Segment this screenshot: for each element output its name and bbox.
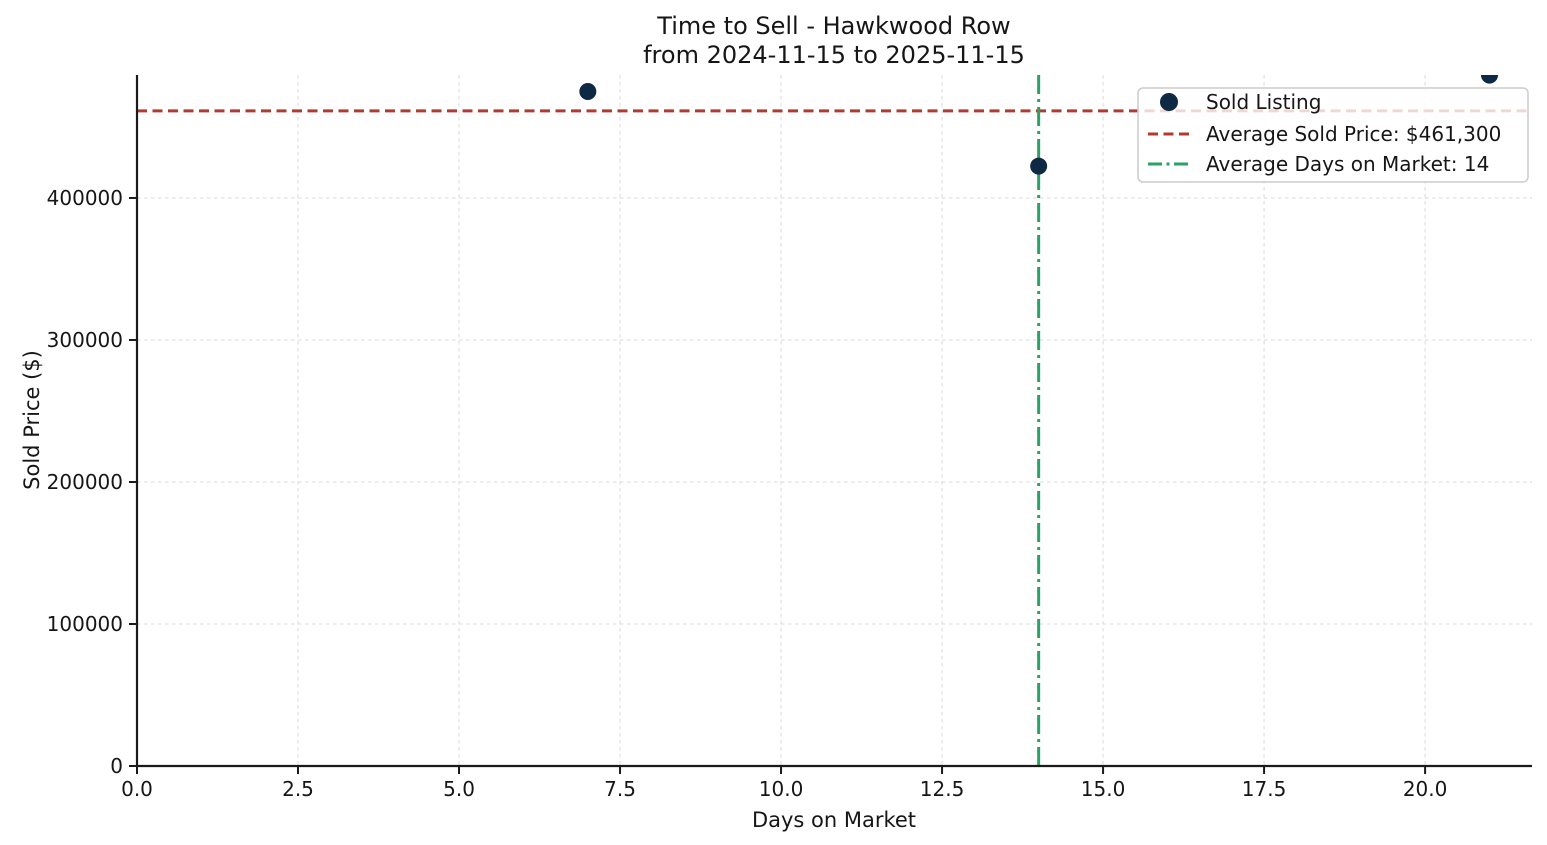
x-tick-label: 0.0 <box>121 777 153 801</box>
x-tick-label: 17.5 <box>1242 777 1287 801</box>
y-axis-label: Sold Price ($) <box>20 350 44 490</box>
x-tick-label: 15.0 <box>1081 777 1126 801</box>
scatter-points <box>579 75 1498 175</box>
scatter-point <box>1030 157 1048 175</box>
scatter-point <box>579 82 597 100</box>
scatter-point <box>1480 75 1498 84</box>
legend-label-avg-days-on-market: Average Days on Market: 14 <box>1206 152 1489 176</box>
y-tick-label: 200000 <box>47 470 123 494</box>
chart-title-line2: from 2024-11-15 to 2025-11-15 <box>643 41 1025 69</box>
x-axis-label: Days on Market <box>752 808 916 832</box>
legend-label-sold-listing: Sold Listing <box>1206 90 1321 114</box>
x-tick-label: 7.5 <box>604 777 636 801</box>
x-tick-label: 2.5 <box>282 777 314 801</box>
gridlines <box>136 75 1532 767</box>
legend-label-avg-sold-price: Average Sold Price: $461,300 <box>1206 122 1501 146</box>
legend: Sold Listing Average Sold Price: $461,30… <box>1137 87 1529 183</box>
y-tick-label: 100000 <box>47 612 123 636</box>
sold-listing-marker-icon <box>1160 93 1178 111</box>
x-tick-label: 12.5 <box>920 777 965 801</box>
x-tick-label: 5.0 <box>443 777 475 801</box>
y-tick-label: 300000 <box>47 328 123 352</box>
x-tick-label: 20.0 <box>1403 777 1448 801</box>
legend-box <box>1137 87 1529 183</box>
axis-ticks: 0.0 2.5 5.0 7.5 10.0 12.5 15.0 17.5 20.0 0 100000 2… <box>47 186 1448 801</box>
y-tick-label: 0 <box>110 754 123 778</box>
y-tick-label: 400000 <box>47 186 123 210</box>
x-tick-label: 10.0 <box>759 777 804 801</box>
chart-title-line1: Time to Sell - Hawkwood Row <box>656 12 1010 40</box>
